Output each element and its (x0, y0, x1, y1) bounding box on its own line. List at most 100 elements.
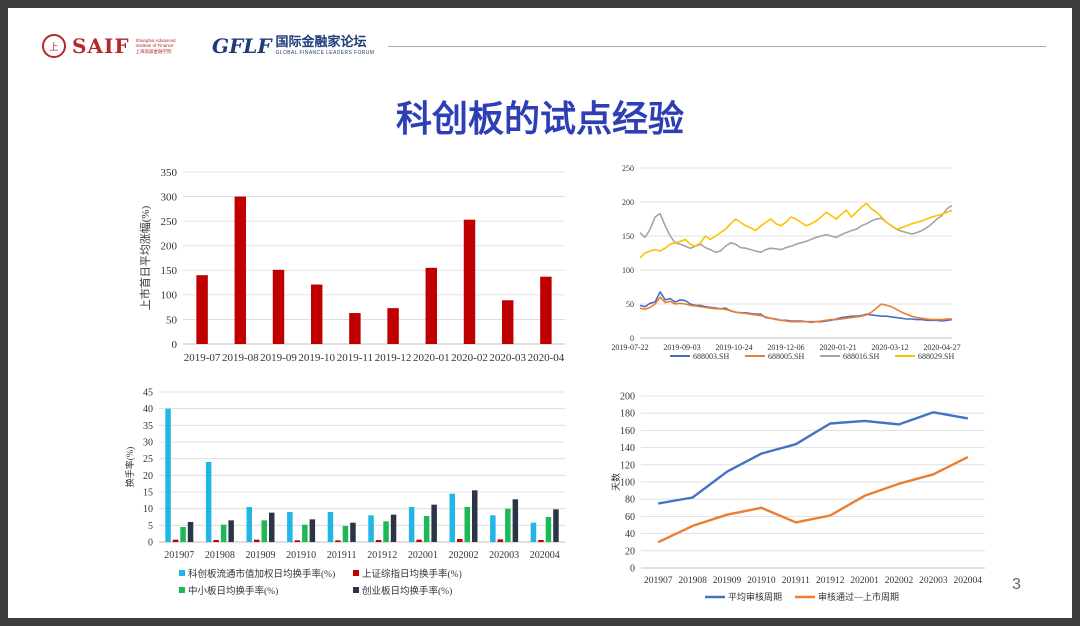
x-tick-label: 201907 (164, 550, 194, 561)
bar (540, 276, 552, 344)
y-tick-label: 200 (620, 392, 635, 403)
bar (180, 527, 186, 542)
y-tick-label: 35 (143, 421, 153, 432)
x-tick-label: 201910 (286, 550, 316, 561)
y-tick-label: 0 (630, 334, 634, 343)
x-tick-label: 201909 (246, 550, 276, 561)
x-tick-label: 2019-10 (298, 352, 335, 364)
x-tick-label: 2019-12-06 (767, 343, 804, 352)
bar (425, 267, 438, 344)
y-tick-label: 200 (161, 241, 178, 253)
legend-label: 688005.SH (768, 352, 804, 361)
x-tick-label: 201911 (782, 576, 810, 586)
x-tick-label: 2019-11 (337, 352, 373, 364)
x-tick-label: 201907 (644, 576, 673, 586)
y-tick-label: 150 (622, 232, 634, 241)
bar (457, 539, 463, 542)
x-tick-label: 201912 (816, 576, 845, 586)
series-line (639, 291, 953, 323)
y-tick-label: 0 (630, 564, 635, 575)
series-line (657, 411, 969, 505)
bar (472, 490, 478, 542)
y-tick-label: 200 (622, 198, 634, 207)
saif-logo: 上 SAIF Shanghai Advanced Institute of Fi… (42, 34, 176, 58)
y-tick-label: 100 (622, 266, 634, 275)
x-tick-label: 2020-02 (451, 352, 488, 364)
bar (287, 512, 293, 542)
x-tick-label: 202003 (489, 550, 519, 561)
legend-label: 中小板日均换手率(%) (188, 585, 278, 597)
legend-swatch (179, 587, 185, 593)
bar (383, 521, 389, 542)
x-tick-label: 2019-10-24 (715, 343, 752, 352)
gflf-chinese-name: 国际金融家论坛 (275, 35, 367, 50)
turnover-bar-chart: 0 5 10 15 20 25 30 35 40 45 201907 201908 201909 2019… (124, 388, 565, 597)
x-tick-label: 2019-09-03 (663, 343, 700, 352)
x-tick-label: 201909 (713, 576, 742, 586)
y-tick-label: 100 (161, 290, 178, 302)
y-tick-label: 250 (622, 164, 634, 173)
gflf-mark: GFLF (212, 34, 272, 58)
y-tick-label: 140 (620, 443, 635, 454)
x-tick-label: 2020-01 (413, 352, 450, 364)
x-tick-label: 202003 (919, 576, 948, 586)
stock-price-line-chart: 0 50 100 150 200 250 2019-07-22 2019-09-03 2019-… (611, 164, 960, 361)
x-tick-label: 201908 (205, 550, 235, 561)
x-tick-label: 201912 (367, 550, 397, 561)
bar (294, 540, 301, 542)
saif-wordmark: SAIF (72, 34, 130, 58)
y-tick-label: 50 (166, 314, 178, 326)
y-tick-label: 5 (148, 521, 153, 532)
header-divider (388, 46, 1046, 47)
y-tick-label: 50 (626, 300, 634, 309)
y-tick-label: 180 (620, 409, 635, 420)
series-line (657, 456, 969, 544)
y-tick-label: 60 (625, 512, 635, 523)
bar (431, 504, 437, 542)
x-tick-label: 2019-12 (375, 352, 412, 364)
x-tick-label: 201908 (678, 576, 707, 586)
x-tick-label: 2019-07 (184, 352, 221, 364)
x-tick-label: 202001 (850, 576, 879, 586)
bar (254, 539, 260, 542)
bar (342, 526, 349, 542)
saif-seal-icon: 上 (42, 34, 66, 58)
y-tick-label: 45 (143, 388, 153, 399)
y-tick-label: 300 (161, 191, 178, 203)
bar (416, 539, 422, 542)
bar (309, 519, 316, 542)
x-tick-label: 202002 (885, 576, 914, 586)
legend-label: 上证综指日均换手率(%) (362, 568, 462, 580)
legend-label: 科创板流通市值加权日均换手率(%) (188, 568, 335, 580)
y-tick-label: 30 (143, 438, 153, 449)
x-tick-label: 2020-01-21 (819, 343, 856, 352)
legend-label: 创业板日均换手率(%) (362, 585, 452, 597)
y-axis-title: 换手率(%) (124, 447, 135, 488)
slide-title: 科创板的试点经验 (395, 98, 684, 140)
y-tick-label: 40 (143, 404, 153, 415)
bar (375, 540, 382, 542)
x-tick-label: 2019-07-22 (611, 343, 648, 352)
legend-swatch (353, 587, 359, 593)
bar (538, 540, 544, 542)
x-tick-label: 2019-09 (260, 352, 297, 364)
review-cycle-line-chart: 0 20 40 60 80 100 120 140 160 180 200 201907 201908 2… (610, 392, 985, 602)
x-tick-label: 201910 (747, 576, 776, 586)
series-line (639, 204, 953, 254)
bar (228, 520, 234, 542)
legend-label: 688003.SH (693, 352, 729, 361)
bar (497, 539, 504, 542)
y-tick-label: 10 (143, 504, 153, 515)
x-tick-label: 202004 (530, 550, 560, 561)
gflf-logo: GFLF 国际金融家论坛 GLOBAL FINANCE LEADERS FORU… (212, 34, 374, 58)
x-tick-label: 201911 (327, 550, 357, 561)
gflf-english-name: GLOBAL FINANCE LEADERS FORUM (275, 50, 375, 56)
legend-swatch (353, 570, 359, 576)
legend-label: 平均审核周期 (728, 591, 782, 602)
y-axis-title: 天数 (610, 473, 621, 491)
legend-label: 688029.SH (918, 352, 954, 361)
y-tick-label: 160 (620, 426, 635, 437)
y-axis-title: 上市首日平均涨幅(%) (138, 205, 152, 310)
x-tick-label: 2019-08 (222, 352, 259, 364)
bar (463, 219, 476, 344)
